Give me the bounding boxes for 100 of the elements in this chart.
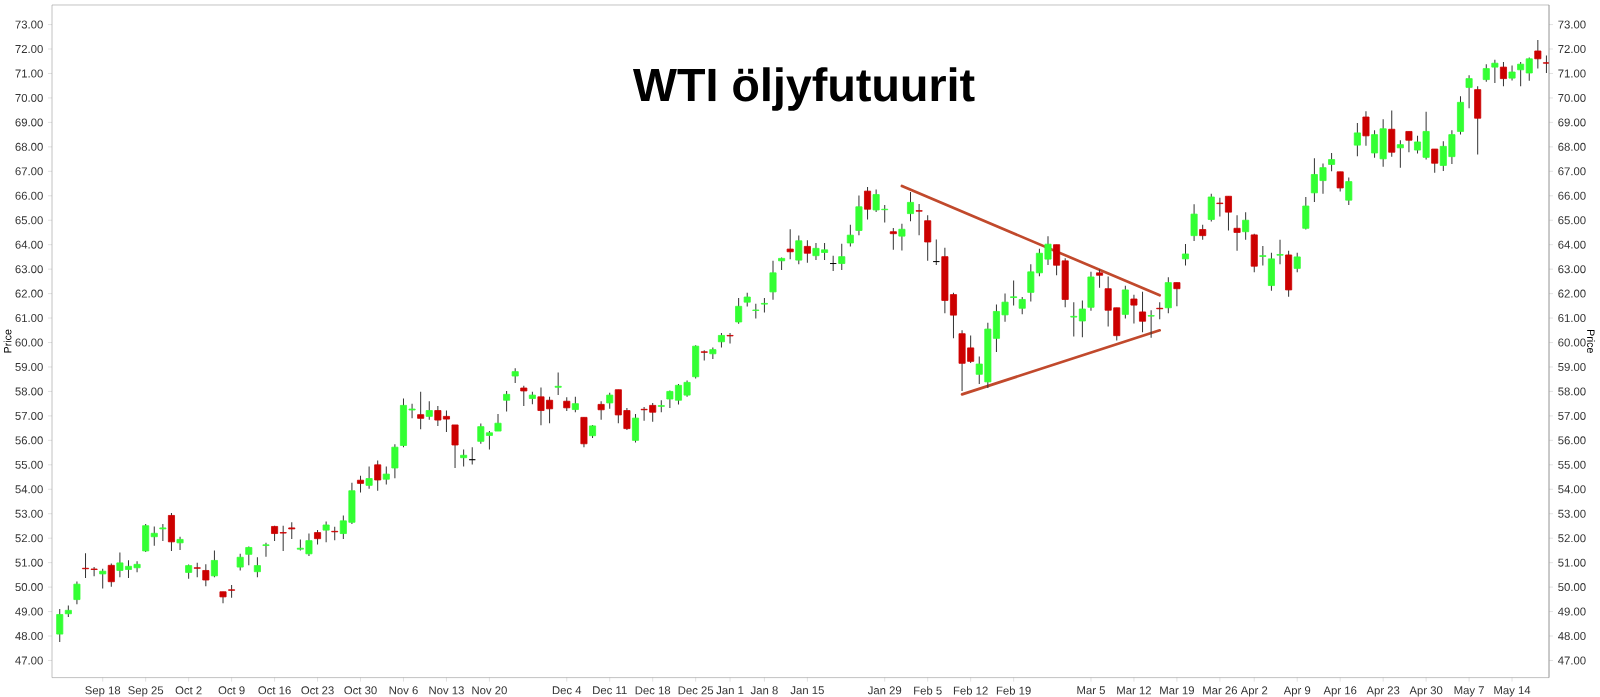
candlestick — [451, 424, 459, 469]
x-tick-label: Jan 1 — [716, 686, 744, 695]
y2-tick-label: 58.00 — [1558, 387, 1586, 396]
candlestick — [520, 385, 528, 407]
y-axis-title: Price — [3, 329, 12, 353]
candlestick — [494, 413, 502, 432]
candlestick — [924, 214, 932, 262]
x-tick-label: Sep 18 — [85, 686, 121, 697]
x-tick-label: Feb 19 — [996, 686, 1031, 695]
y-tick-label: 60.00 — [15, 338, 43, 347]
y2-tick-label: 71.00 — [1558, 69, 1586, 78]
y-tick-label: 58.00 — [15, 387, 43, 396]
x-tick-label: Mar 19 — [1160, 686, 1194, 695]
candlestick — [795, 234, 803, 265]
y-tick-label: 73.00 — [15, 20, 43, 29]
candlestick — [803, 239, 811, 264]
y-tick-label: 67.00 — [15, 167, 43, 176]
candlestick — [262, 542, 270, 558]
y2-tick-label: 72.00 — [1558, 45, 1586, 54]
y2-tick-label: 66.00 — [1558, 191, 1586, 200]
y2-tick-label: 60.00 — [1558, 338, 1586, 347]
candlestick — [597, 400, 605, 421]
candlestick — [1233, 214, 1241, 252]
y2-tick-label: 50.00 — [1558, 583, 1586, 592]
candlestick — [1182, 243, 1189, 266]
x-tick-label: Apr 16 — [1323, 686, 1357, 697]
x-tick-label: Oct 9 — [218, 686, 245, 695]
y-tick-label: 70.00 — [15, 93, 43, 102]
y-tick-label: 66.00 — [15, 191, 43, 200]
y2-tick-label: 52.00 — [1558, 534, 1586, 543]
y-tick-label: 68.00 — [15, 142, 43, 151]
candlestick — [1293, 252, 1301, 273]
candlestick — [425, 400, 433, 421]
y-tick-label: 65.00 — [15, 216, 43, 225]
y-tick-label: 55.00 — [15, 460, 43, 469]
x-tick-label: Mar 5 — [1077, 686, 1105, 695]
candlestick — [1130, 294, 1138, 324]
candlestick — [1207, 193, 1215, 222]
candlestick — [322, 521, 330, 543]
y2-tick-label: 57.00 — [1558, 411, 1586, 420]
y-tick-label: 53.00 — [15, 509, 43, 518]
x-tick-label: Sep 25 — [128, 686, 164, 697]
candlestick — [99, 568, 107, 590]
candlestick — [1431, 148, 1439, 174]
candlestick — [846, 224, 854, 247]
y2-tick-label: 54.00 — [1558, 485, 1586, 494]
candlestick — [1508, 64, 1516, 82]
x-tick-label: Nov 20 — [472, 686, 507, 695]
x-tick-label: Nov 6 — [389, 686, 418, 695]
candlestick — [1353, 122, 1361, 157]
y2-tick-label: 55.00 — [1558, 460, 1586, 469]
y2-tick-label: 67.00 — [1558, 167, 1586, 176]
candlestick — [855, 195, 863, 236]
candlestick — [1328, 152, 1336, 172]
candlestick — [253, 556, 261, 578]
candlestick — [365, 466, 373, 490]
x-tick-label: Mar 26 — [1203, 686, 1238, 695]
candlestick — [150, 525, 158, 547]
candlestick — [769, 260, 777, 301]
candlestick — [417, 391, 425, 430]
y-tick-label: 71.00 — [15, 69, 43, 78]
x-tick-label: Nov 13 — [429, 686, 464, 695]
candlestick — [1276, 239, 1284, 265]
y-tick-label: 56.00 — [15, 436, 43, 445]
y-tick-label: 72.00 — [15, 45, 43, 54]
candlestick — [159, 523, 167, 542]
candlestick — [1259, 245, 1267, 266]
candlestick — [735, 297, 743, 325]
x-tick-label: Oct 2 — [175, 686, 202, 695]
candlestick — [1336, 171, 1344, 193]
x-tick-label: Dec 4 — [552, 686, 582, 695]
candlestick — [726, 332, 734, 344]
candlestick — [1242, 211, 1250, 241]
candlestick — [56, 608, 64, 643]
y-tick-label: 52.00 — [15, 534, 43, 543]
y2-tick-label: 47.00 — [1557, 656, 1586, 665]
candlestick — [1139, 291, 1147, 333]
candlestick — [1362, 110, 1370, 147]
y2-tick-label: 51.00 — [1558, 558, 1586, 567]
x-tick-label: Apr 9 — [1283, 686, 1311, 697]
x-tick-label: Oct 30 — [344, 686, 377, 695]
y2-tick-label: 64.00 — [1558, 240, 1586, 249]
candlestick — [554, 372, 562, 396]
y2-tick-label: 53.00 — [1558, 509, 1586, 518]
y-tick-label: 54.00 — [15, 485, 43, 494]
candlestick — [864, 186, 872, 220]
candlestick — [700, 349, 708, 362]
candlestick — [1396, 139, 1404, 169]
y2-tick-label: 62.00 — [1558, 289, 1586, 298]
candlestick — [1010, 279, 1018, 307]
candlestick — [391, 443, 399, 479]
x-tick-label: Feb 12 — [953, 686, 988, 695]
candlestick — [907, 191, 914, 222]
candlestick — [1405, 130, 1413, 153]
y-tick-label: 49.00 — [15, 607, 43, 616]
y-tick-label: 57.00 — [15, 411, 43, 420]
y-tick-label: 48.00 — [15, 632, 43, 641]
x-tick-label: Apr 2 — [1240, 686, 1268, 697]
candlestick — [632, 413, 639, 444]
y2-tick-label: 61.00 — [1558, 314, 1586, 323]
